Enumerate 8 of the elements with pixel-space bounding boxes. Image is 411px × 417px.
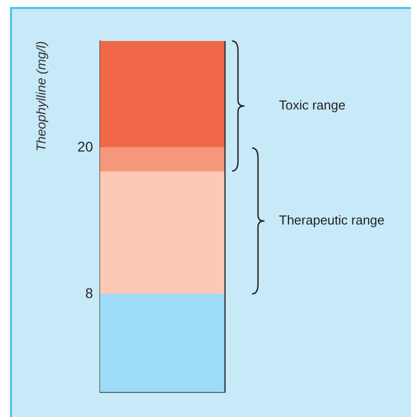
y-tick-label: 8 — [85, 285, 94, 302]
y-tick-label: 20 — [77, 138, 94, 154]
text: Toxic range — [279, 98, 346, 113]
y-axis-title: Theophylline (mg/l) — [33, 41, 48, 152]
bar — [100, 41, 225, 148]
bar — [100, 172, 225, 294]
text: Therapeutic range — [279, 212, 385, 228]
bar — [100, 147, 225, 172]
